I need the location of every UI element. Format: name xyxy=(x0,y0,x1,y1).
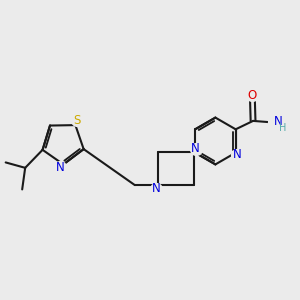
Text: N: N xyxy=(56,161,65,174)
Text: H: H xyxy=(279,123,286,133)
Text: S: S xyxy=(73,114,81,127)
Text: O: O xyxy=(248,88,257,102)
Text: N: N xyxy=(274,115,283,128)
Text: N: N xyxy=(152,182,161,195)
Text: N: N xyxy=(233,148,242,161)
Text: N: N xyxy=(191,142,200,155)
